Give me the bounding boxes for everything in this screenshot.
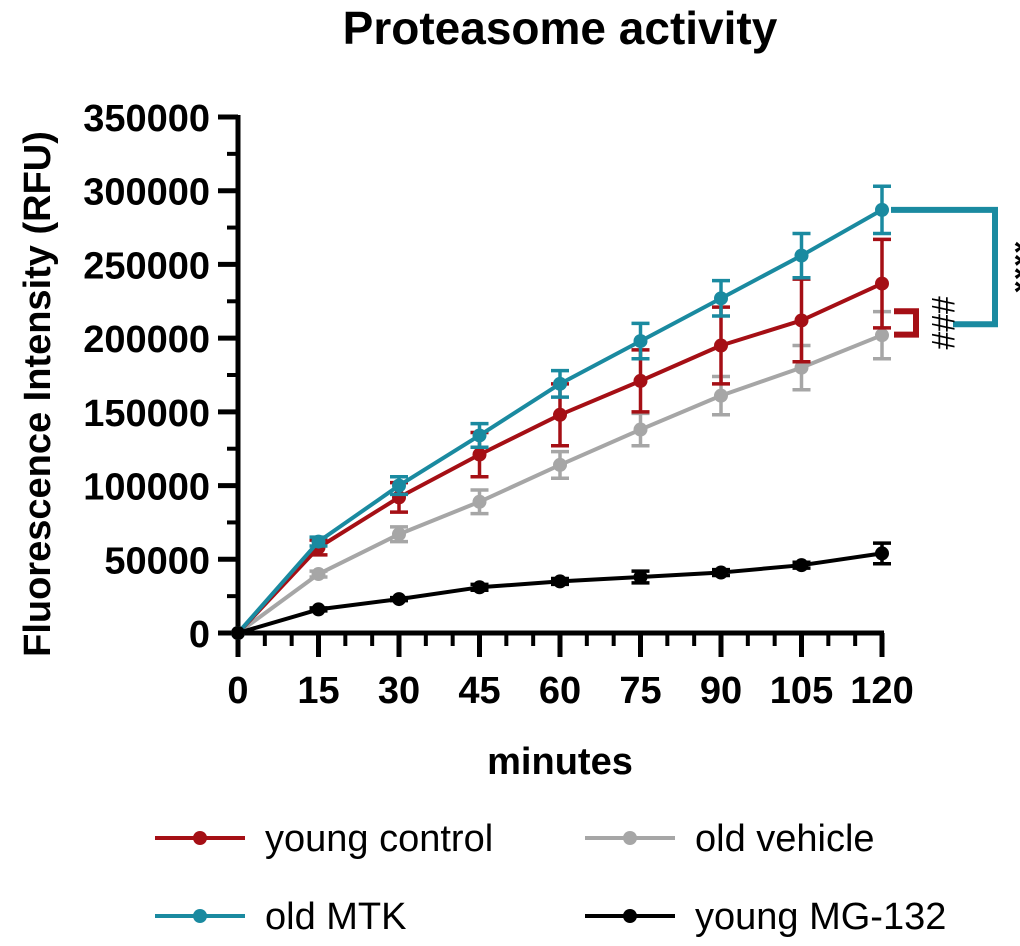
data-point [311,567,326,582]
data-point [875,328,889,343]
series-old-vehicle [231,309,891,640]
y-tick-label: 200000 [83,319,210,361]
data-point [875,546,889,561]
data-point [633,569,648,584]
data-point [714,338,728,353]
data-point [392,527,406,542]
legend-label: old MTK [265,896,406,938]
legend-marker [623,831,637,845]
data-point [311,602,326,617]
legend-marker [623,909,637,923]
y-tick-label: 350000 [83,98,210,140]
data-point [472,580,487,595]
data-point [714,388,728,403]
data-point [633,422,648,437]
data-point [231,626,245,640]
data-point [794,248,809,263]
y-tick-label: 300000 [83,172,210,214]
significance-label-mtk: **** [996,241,1020,295]
x-tick-label: 105 [770,670,833,712]
legend-label: young MG-132 [695,896,946,938]
data-point [633,373,648,388]
data-point [392,478,406,493]
significance-label-young-control: ### [925,296,961,350]
data-point [875,276,889,291]
y-tick-label: 150000 [83,393,210,435]
data-point [553,457,567,472]
legend-label: old vehicle [695,818,875,860]
y-tick-label: 100000 [83,467,210,509]
data-point [794,313,809,328]
data-point [553,376,567,391]
significance-bracket-young-control [894,308,919,338]
data-point [875,202,889,217]
data-point [311,534,326,549]
data-point [472,447,487,462]
legend-item-young-control: young control [155,818,493,860]
data-point [633,334,648,349]
x-tick-label: 0 [227,670,248,712]
legend-item-young-mg-132: young MG-132 [585,896,946,938]
legend-marker [193,831,207,845]
data-point [472,428,487,443]
x-tick-label: 45 [458,670,500,712]
data-point [794,360,809,375]
data-point [794,558,809,573]
x-tick-label: 60 [539,670,581,712]
data-point [714,291,728,306]
x-tick-label: 15 [297,670,339,712]
significance-bracket-mtk [891,206,998,328]
chart-title: Proteasome activity [342,2,778,54]
legend-label: young control [265,818,493,860]
y-tick-label: 50000 [104,540,210,582]
x-tick-label: 30 [378,670,420,712]
data-point [714,565,728,580]
series-young-mg-132 [231,541,891,640]
data-point [472,494,487,509]
legend-item-old-vehicle: old vehicle [585,818,875,860]
x-tick-label: 90 [700,670,742,712]
legend-marker [193,909,207,923]
x-tick-label: 75 [619,670,661,712]
x-tick-label: 120 [850,670,913,712]
series-old-mtk [231,184,891,640]
legend-item-old-mtk: old MTK [155,896,406,938]
x-axis-label: minutes [487,741,633,783]
data-point [553,407,567,422]
data-point [392,592,406,607]
y-tick-label: 0 [189,614,210,656]
data-point [553,574,567,589]
y-tick-label: 250000 [83,245,210,287]
